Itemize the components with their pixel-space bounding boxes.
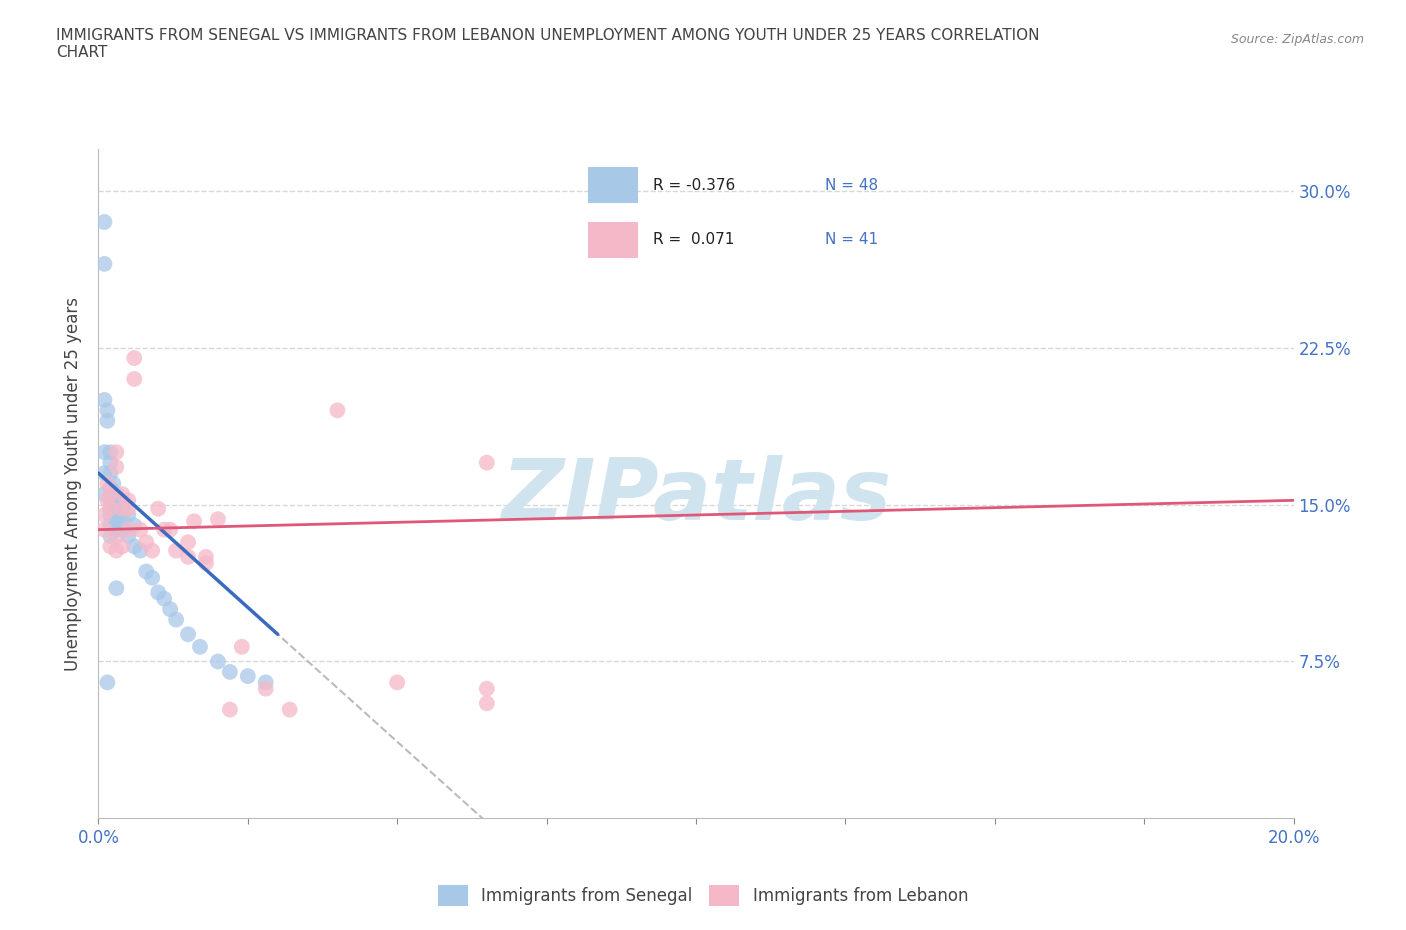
Point (100, 466, 122, 481)
Point (105, 543, 128, 558)
Point (124, 518, 146, 533)
Point (236, 669, 259, 684)
Point (117, 523, 139, 538)
Text: Source: ZipAtlas.com: Source: ZipAtlas.com (1230, 33, 1364, 46)
Point (100, 456, 122, 471)
Point (153, 523, 176, 538)
Point (100, 493, 122, 508)
Point (111, 486, 134, 501)
Point (96, 493, 118, 508)
Point (207, 654, 229, 669)
Point (278, 702, 301, 717)
Point (124, 372, 146, 387)
Point (100, 486, 122, 501)
Point (141, 570, 163, 585)
Point (177, 627, 200, 642)
Point (93, 523, 115, 538)
Point (105, 523, 128, 538)
Point (111, 523, 134, 538)
Point (135, 535, 157, 550)
Point (105, 501, 128, 516)
Point (219, 665, 242, 680)
Point (100, 528, 122, 543)
Point (117, 528, 139, 543)
Point (207, 512, 229, 526)
Point (96, 476, 118, 491)
Point (111, 512, 134, 526)
Point (100, 481, 122, 496)
Point (93, 257, 115, 272)
Point (100, 445, 122, 459)
Point (93, 466, 115, 481)
Point (153, 591, 176, 606)
Point (100, 501, 122, 516)
Point (100, 539, 122, 554)
Point (219, 702, 242, 717)
Y-axis label: Unemployment Among Youth under 25 years: Unemployment Among Youth under 25 years (65, 297, 83, 671)
Point (105, 459, 128, 474)
Point (100, 518, 122, 533)
Point (135, 565, 157, 579)
Point (117, 508, 139, 523)
Point (111, 501, 134, 516)
Legend: Immigrants from Senegal, Immigrants from Lebanon: Immigrants from Senegal, Immigrants from… (432, 879, 974, 912)
Text: ZIPatlas: ZIPatlas (501, 456, 891, 538)
Point (93, 486, 115, 501)
Point (188, 640, 211, 655)
Point (117, 493, 139, 508)
Point (93, 215, 115, 230)
Point (231, 640, 253, 655)
Point (96, 403, 118, 418)
Point (96, 675, 118, 690)
Point (96, 414, 118, 429)
Point (385, 675, 409, 690)
Point (141, 543, 163, 558)
Point (103, 486, 125, 501)
Point (124, 351, 146, 365)
Point (129, 543, 152, 558)
Point (105, 445, 128, 459)
Point (105, 508, 128, 523)
Point (100, 501, 122, 516)
Point (100, 508, 122, 523)
Point (105, 580, 128, 596)
Point (105, 498, 128, 512)
Point (165, 612, 187, 627)
Point (475, 456, 498, 471)
Point (326, 403, 349, 418)
Point (254, 675, 277, 690)
Point (117, 501, 139, 516)
Point (108, 498, 131, 512)
Point (254, 682, 277, 697)
Point (177, 550, 200, 565)
Point (183, 514, 205, 529)
Point (148, 585, 170, 600)
Point (105, 528, 128, 543)
Point (103, 476, 125, 491)
Point (111, 539, 134, 554)
Point (129, 523, 152, 538)
Point (93, 445, 115, 459)
Point (159, 602, 181, 617)
Point (105, 486, 128, 501)
Point (105, 514, 128, 529)
Point (159, 523, 181, 538)
Point (195, 556, 218, 571)
Point (475, 696, 498, 711)
Point (165, 543, 187, 558)
Point (148, 501, 170, 516)
Point (93, 508, 115, 523)
Point (195, 550, 218, 565)
Point (111, 501, 134, 516)
Text: IMMIGRANTS FROM SENEGAL VS IMMIGRANTS FROM LEBANON UNEMPLOYMENT AMONG YOUTH UNDE: IMMIGRANTS FROM SENEGAL VS IMMIGRANTS FR… (56, 28, 1040, 60)
Point (124, 539, 146, 554)
Point (177, 535, 200, 550)
Point (475, 682, 498, 697)
Point (93, 392, 115, 407)
